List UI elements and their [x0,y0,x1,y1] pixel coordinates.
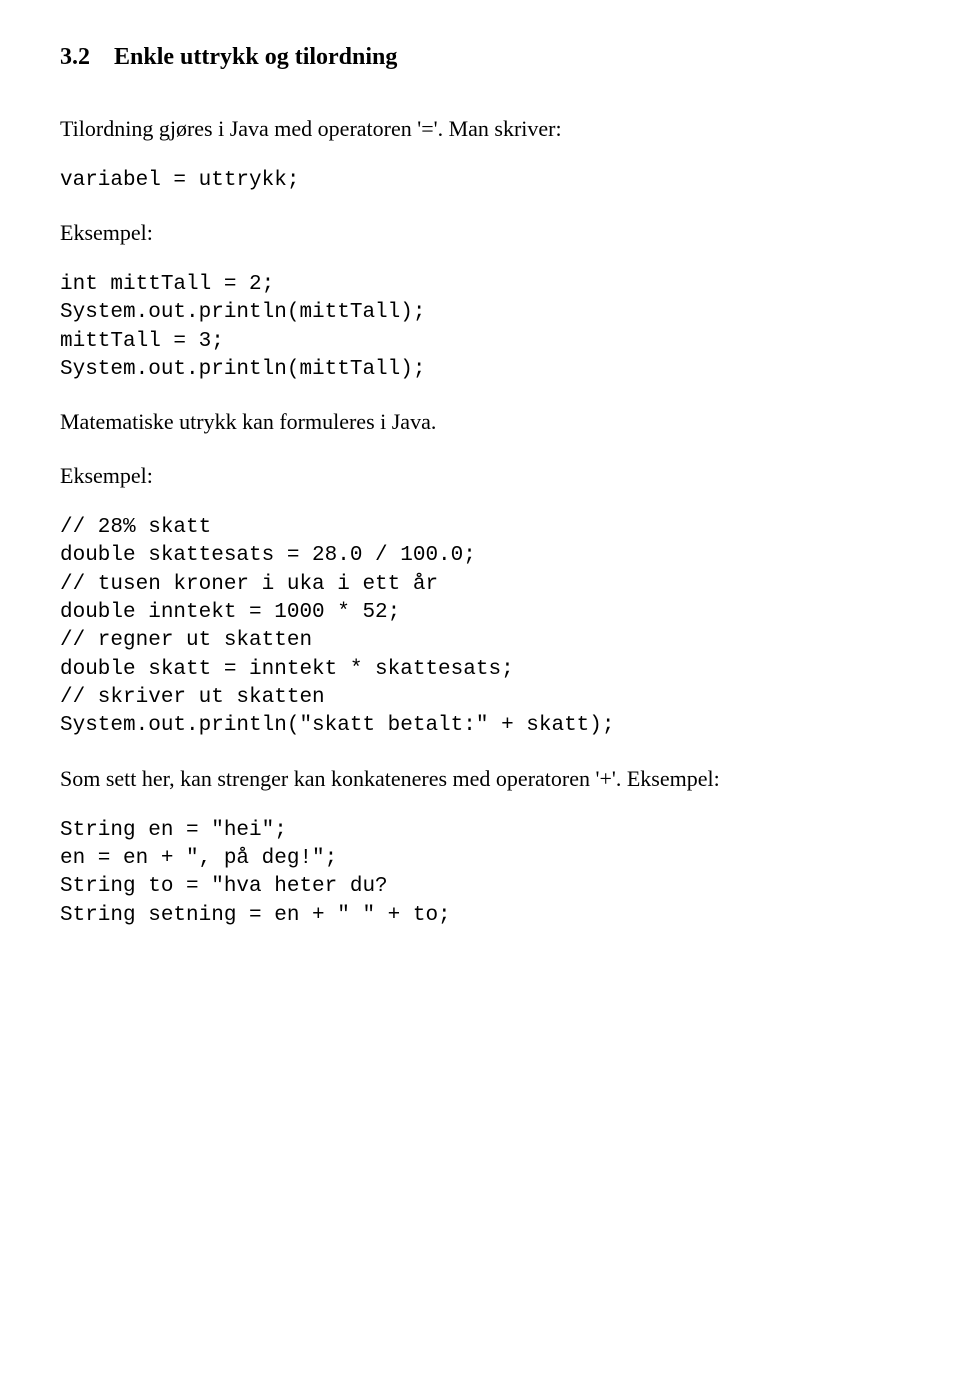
example-label: Eksempel: [60,217,900,249]
section-number: 3.2 [60,44,90,70]
example-label: Eksempel: [60,460,900,492]
code-example-1: int mittTall = 2; System.out.println(mit… [60,271,900,384]
paragraph-math: Matematiske utrykk kan formuleres i Java… [60,406,900,438]
paragraph-intro: Tilordning gjøres i Java med operatoren … [60,113,900,145]
section-title: Enkle uttrykk og tilordning [114,44,397,70]
code-example-3: String en = "hei"; en = en + ", på deg!"… [60,817,900,930]
section-heading: 3.2 Enkle uttrykk og tilordning [60,40,900,75]
code-syntax: variabel = uttrykk; [60,167,900,195]
code-example-2: // 28% skatt double skattesats = 28.0 / … [60,514,900,741]
paragraph-concat: Som sett her, kan strenger kan konkatene… [60,763,900,795]
